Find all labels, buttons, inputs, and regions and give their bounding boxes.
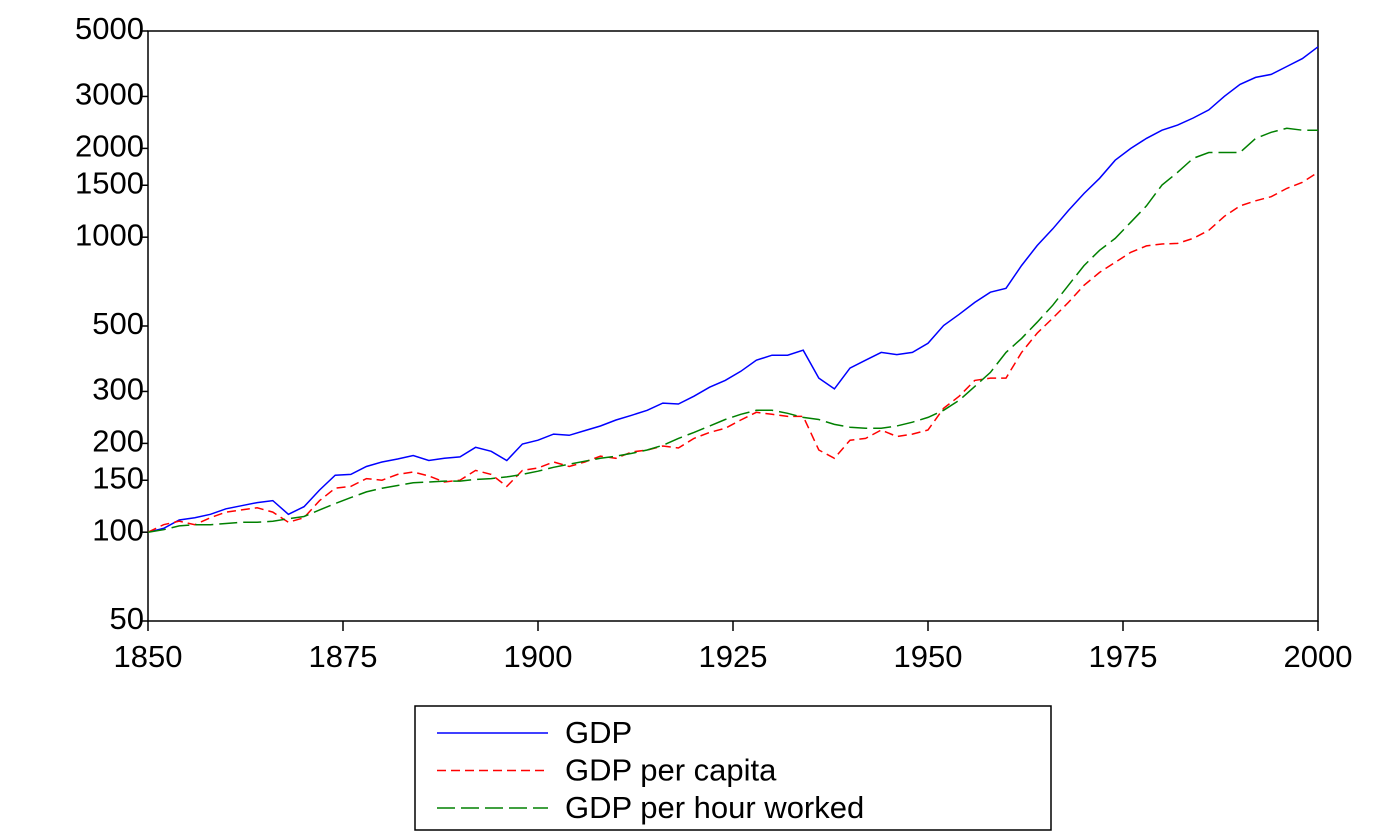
x-tick-label: 1850 [114,639,183,674]
series-line [147,46,1319,533]
x-tick-label: 1925 [699,639,768,674]
y-tick-label: 300 [92,372,144,407]
series-line [147,127,1318,533]
x-tick-label: 1875 [309,639,378,674]
legend-label: GDP per capita [565,753,777,788]
y-tick-label: 150 [92,460,144,495]
y-tick-label: 5000 [75,11,144,46]
series-line [147,171,1319,533]
y-tick-label: 100 [92,512,144,547]
y-tick-label: 50 [110,601,144,636]
x-tick-label: 2000 [1284,639,1353,674]
y-tick-label: 500 [92,306,144,341]
y-tick-label: 2000 [75,129,144,164]
y-tick-label: 200 [92,424,144,459]
legend-label: GDP per hour worked [565,790,864,825]
y-tick-label: 1000 [75,217,144,252]
x-tick-label: 1975 [1089,639,1158,674]
x-tick-label: 1950 [894,639,963,674]
y-tick-label: 1500 [75,165,144,200]
legend-box [414,705,1052,831]
x-tick-label: 1900 [504,639,573,674]
plot-frame [147,30,1319,622]
y-tick-label: 3000 [75,77,144,112]
legend-label: GDP [565,715,632,750]
